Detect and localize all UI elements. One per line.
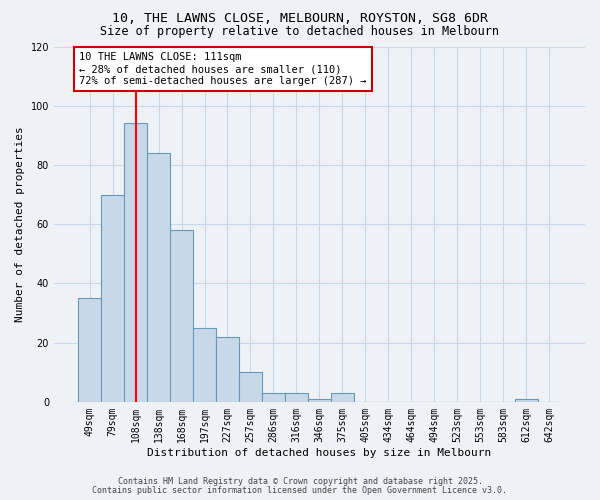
Bar: [308, 399, 331, 402]
Bar: [147, 153, 170, 402]
Bar: [193, 328, 216, 402]
Text: Contains HM Land Registry data © Crown copyright and database right 2025.: Contains HM Land Registry data © Crown c…: [118, 478, 482, 486]
X-axis label: Distribution of detached houses by size in Melbourn: Distribution of detached houses by size …: [148, 448, 491, 458]
Bar: [101, 194, 124, 402]
Text: 10 THE LAWNS CLOSE: 111sqm
← 28% of detached houses are smaller (110)
72% of sem: 10 THE LAWNS CLOSE: 111sqm ← 28% of deta…: [79, 52, 367, 86]
Bar: [170, 230, 193, 402]
Bar: [239, 372, 262, 402]
Bar: [78, 298, 101, 402]
Bar: [216, 336, 239, 402]
Text: Size of property relative to detached houses in Melbourn: Size of property relative to detached ho…: [101, 25, 499, 38]
Bar: [515, 399, 538, 402]
Y-axis label: Number of detached properties: Number of detached properties: [15, 126, 25, 322]
Text: Contains public sector information licensed under the Open Government Licence v3: Contains public sector information licen…: [92, 486, 508, 495]
Bar: [331, 393, 354, 402]
Text: 10, THE LAWNS CLOSE, MELBOURN, ROYSTON, SG8 6DR: 10, THE LAWNS CLOSE, MELBOURN, ROYSTON, …: [112, 12, 488, 26]
Bar: [285, 393, 308, 402]
Bar: [262, 393, 285, 402]
Bar: [124, 124, 147, 402]
